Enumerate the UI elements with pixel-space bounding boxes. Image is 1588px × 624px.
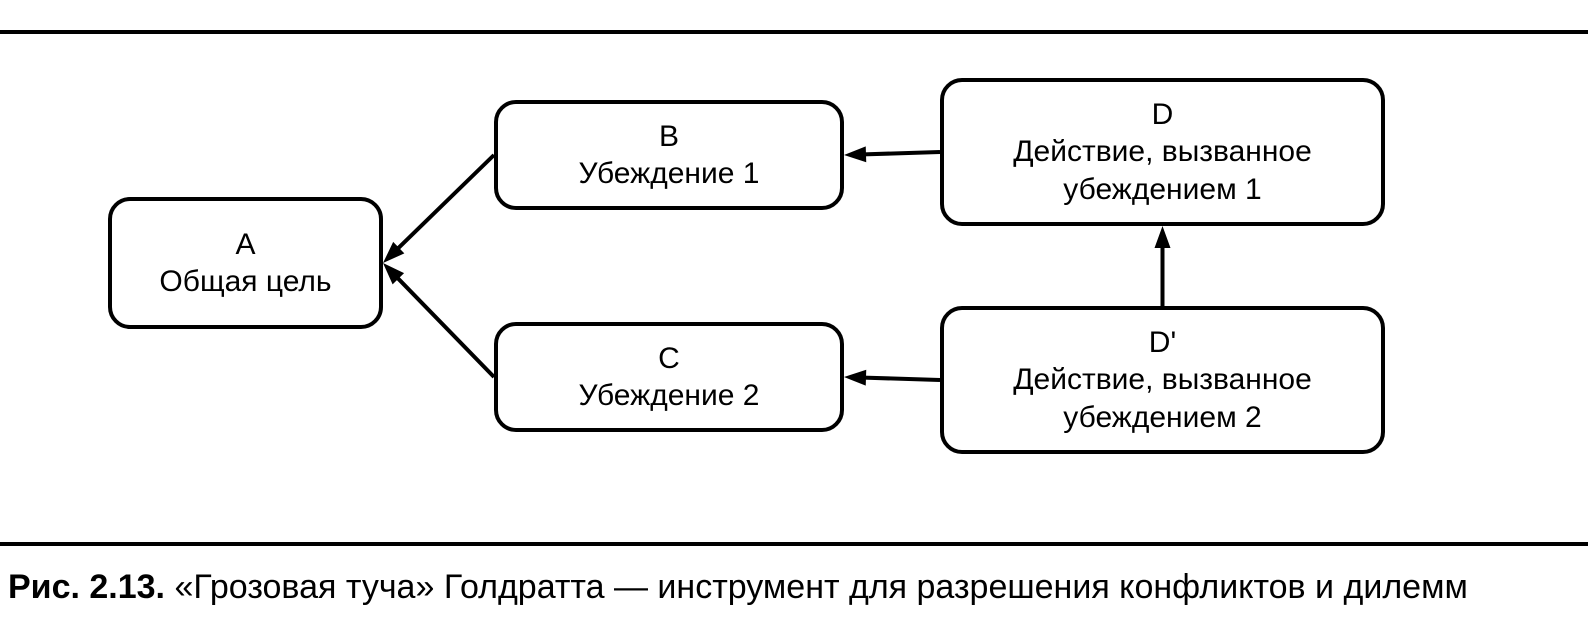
node-B-text: Убеждение 1 (579, 155, 760, 193)
bottom-rule (0, 542, 1588, 546)
figure-caption: Рис. 2.13. «Грозовая туча» Голдратта — и… (8, 568, 1468, 607)
node-D-letter: D (1152, 96, 1174, 134)
node-C-letter: C (658, 340, 680, 378)
node-C-text: Убеждение 2 (579, 377, 760, 415)
node-D: D Действие, вызванное убеждением 1 (940, 78, 1385, 226)
node-D-prime-letter: D' (1149, 324, 1176, 362)
node-D-text: Действие, вызванное убеждением 1 (944, 133, 1381, 208)
node-C: C Убеждение 2 (494, 322, 844, 432)
figure-container: A Общая цель B Убеждение 1 C Убеждение 2… (0, 0, 1588, 624)
node-A: A Общая цель (108, 197, 383, 329)
node-A-text: Общая цель (159, 263, 331, 301)
node-B: B Убеждение 1 (494, 100, 844, 210)
node-A-letter: A (235, 226, 255, 264)
node-D-prime-text: Действие, вызванное убеждением 2 (944, 361, 1381, 436)
caption-text: «Грозовая туча» Голдратта — инструмент д… (174, 568, 1467, 606)
node-D-prime: D' Действие, вызванное убеждением 2 (940, 306, 1385, 454)
caption-lead: Рис. 2.13. (8, 568, 165, 606)
node-B-letter: B (659, 118, 679, 156)
top-rule (0, 30, 1588, 34)
